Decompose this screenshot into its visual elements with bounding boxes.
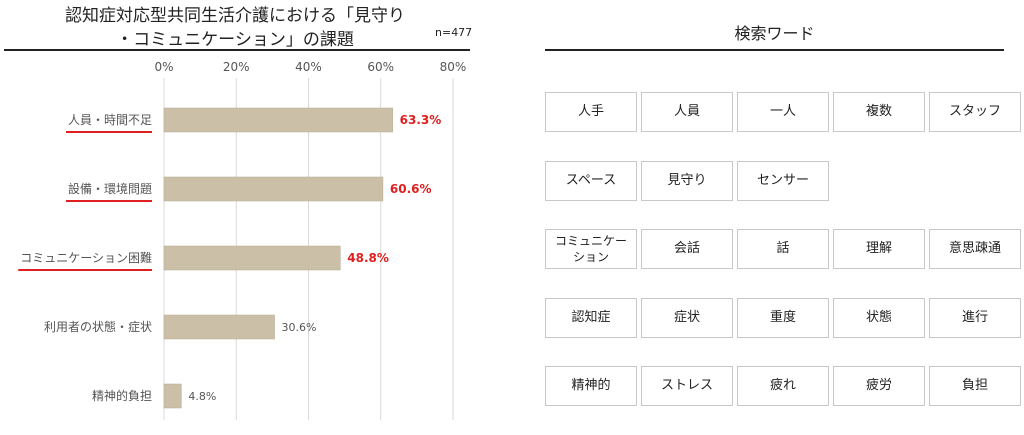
keyword-chip[interactable]: 精神的 [545, 366, 637, 406]
chart-title: 認知症対応型共同生活介護における「見守り ・コミュニケーション」の課題 [0, 4, 470, 52]
x-tick-label: 60% [367, 60, 394, 74]
keyword-chip[interactable]: 人手 [545, 92, 637, 132]
keyword-panel: 検索ワード 人手 人員 一人 複数 スタッフスペース 見守り センサーコミュニケー ション会… [545, 0, 1024, 435]
x-tick-label: 80% [440, 60, 467, 74]
value-label: 60.6% [390, 182, 432, 196]
keyword-chip[interactable]: 話 [737, 229, 829, 269]
keyword-chip[interactable]: スペース [545, 161, 637, 201]
keyword-chip[interactable]: ストレス [641, 366, 733, 406]
keyword-chip[interactable]: コミュニケー ション [545, 229, 637, 269]
keyword-chip[interactable]: 重度 [737, 298, 829, 338]
category-label: コミュニケーション困難 [20, 250, 152, 265]
title-divider [4, 49, 470, 51]
bar [163, 383, 182, 409]
keyword-chip[interactable]: 進行 [929, 298, 1021, 338]
keyword-chip[interactable]: 疲れ [737, 366, 829, 406]
keyword-title-divider [545, 49, 1004, 51]
x-tick-label: 40% [295, 60, 322, 74]
keyword-chip[interactable]: 複数 [833, 92, 925, 132]
keyword-chip[interactable]: 会話 [641, 229, 733, 269]
keyword-title: 検索ワード [734, 24, 815, 43]
keyword-chip[interactable]: 負担 [929, 366, 1021, 406]
category-label: 利用者の状態・症状 [44, 319, 152, 334]
keyword-chip[interactable]: 症状 [641, 298, 733, 338]
keyword-chip[interactable]: 認知症 [545, 298, 637, 338]
sample-size-label: n=477 [435, 26, 473, 39]
bar [163, 107, 393, 133]
keyword-chip[interactable]: 理解 [833, 229, 925, 269]
keyword-chip[interactable]: 見守り [641, 161, 733, 201]
x-tick-label: 0% [154, 60, 173, 74]
value-label: 4.8% [188, 390, 216, 403]
keyword-chip[interactable]: センサー [737, 161, 829, 201]
bar [163, 176, 384, 202]
category-label: 精神的負担 [92, 388, 152, 403]
chart-title-line1: 認知症対応型共同生活介護における「見守り [65, 6, 405, 26]
bar-chart: 0% 20% 40% 60% 80% 人員・時間不足 63.3% 設備・環境問題 60.6% コミ… [18, 60, 467, 420]
keyword-chip[interactable]: 疲労 [833, 366, 925, 406]
x-tick-label: 20% [223, 60, 250, 74]
value-label: 30.6% [282, 321, 317, 334]
value-label: 63.3% [400, 113, 442, 127]
keyword-chip[interactable]: 状態 [833, 298, 925, 338]
keyword-chip[interactable]: 意思疎通 [929, 229, 1021, 269]
value-label: 48.8% [347, 251, 389, 265]
keyword-chip[interactable]: 人員 [641, 92, 733, 132]
keyword-chip[interactable]: 一人 [737, 92, 829, 132]
keyword-chip[interactable]: スタッフ [929, 92, 1021, 132]
chart-panel: 認知症対応型共同生活介護における「見守り ・コミュニケーション」の課題 n=47… [0, 0, 480, 435]
category-label: 設備・環境問題 [68, 181, 152, 196]
bar [163, 314, 275, 340]
bar [163, 245, 341, 271]
chart-title-line2: ・コミュニケーション」の課題 [116, 30, 354, 50]
category-label: 人員・時間不足 [68, 113, 152, 127]
